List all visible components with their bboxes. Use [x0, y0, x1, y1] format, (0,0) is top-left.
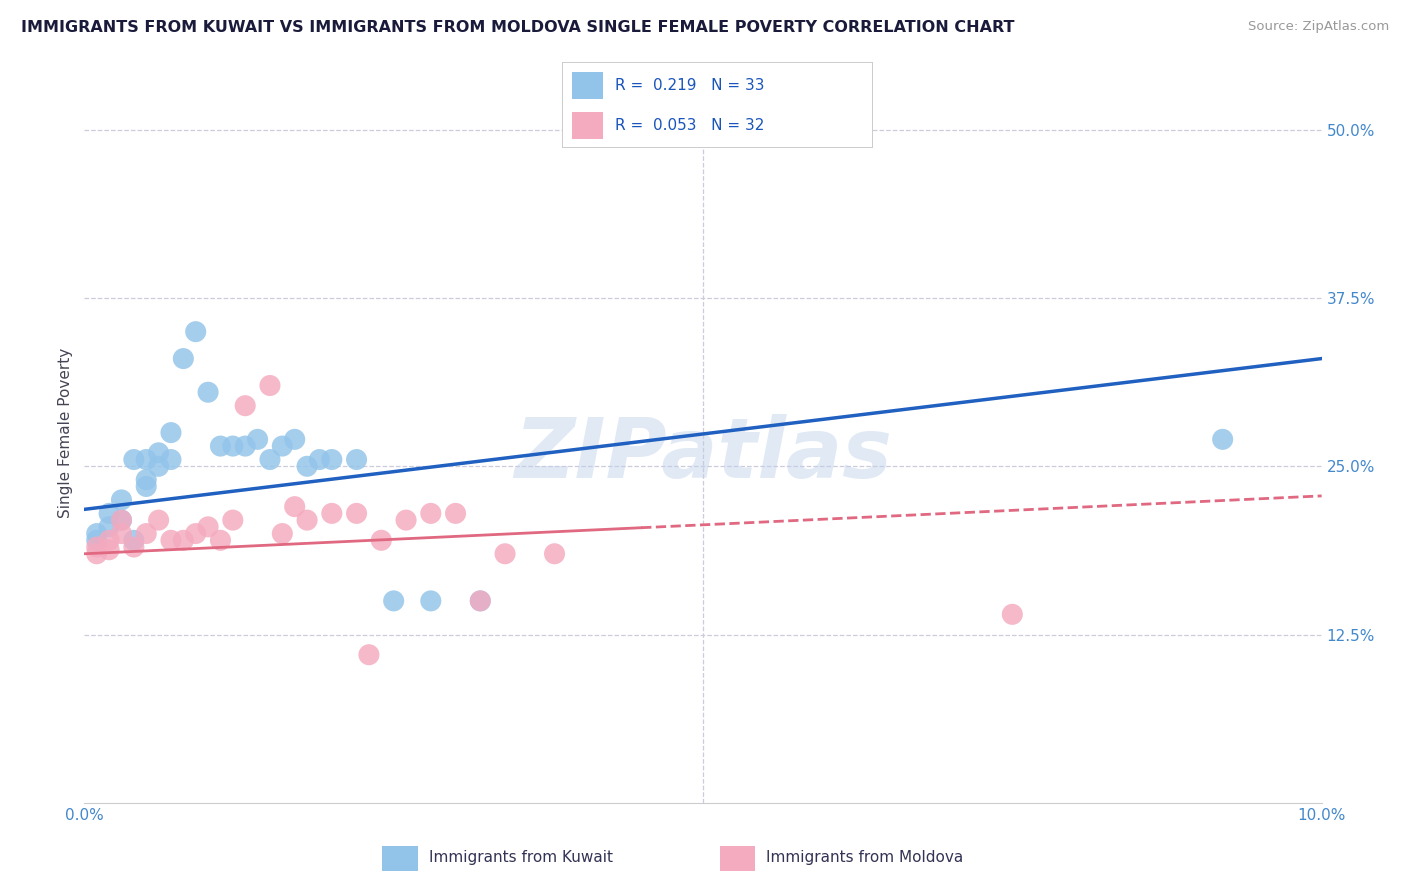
Point	[370, 533, 392, 548]
Point	[135, 526, 157, 541]
Point	[148, 459, 170, 474]
Point	[308, 452, 330, 467]
Point	[444, 507, 467, 521]
Bar	[572, 112, 603, 139]
Point	[233, 439, 256, 453]
Point	[419, 507, 441, 521]
Point	[259, 378, 281, 392]
Point	[110, 492, 132, 507]
Point	[135, 473, 157, 487]
Point	[284, 500, 307, 514]
Point	[1212, 433, 1234, 447]
Point	[543, 547, 565, 561]
Point	[135, 452, 157, 467]
Point	[86, 547, 108, 561]
Point	[86, 526, 108, 541]
Point	[470, 594, 492, 608]
Point	[357, 648, 380, 662]
Point	[122, 452, 145, 467]
Point	[135, 479, 157, 493]
Point	[184, 526, 207, 541]
Point	[172, 533, 194, 548]
Point	[98, 533, 121, 548]
Point	[246, 433, 269, 447]
Point	[271, 439, 294, 453]
Point	[321, 452, 343, 467]
Point	[419, 594, 441, 608]
Point	[172, 351, 194, 366]
Bar	[382, 847, 418, 871]
Point	[295, 513, 318, 527]
Point	[209, 533, 232, 548]
Point	[470, 594, 492, 608]
Point	[382, 594, 405, 608]
Point	[122, 540, 145, 554]
Point	[209, 439, 232, 453]
Point	[346, 507, 368, 521]
Point	[86, 533, 108, 548]
Text: Immigrants from Moldova: Immigrants from Moldova	[766, 850, 963, 864]
Point	[494, 547, 516, 561]
Text: Immigrants from Kuwait: Immigrants from Kuwait	[429, 850, 613, 864]
Point	[346, 452, 368, 467]
Point	[259, 452, 281, 467]
Point	[86, 540, 108, 554]
Point	[1001, 607, 1024, 622]
Bar	[572, 71, 603, 99]
Point	[222, 513, 245, 527]
Point	[197, 520, 219, 534]
Text: R =  0.053   N = 32: R = 0.053 N = 32	[614, 118, 765, 133]
Point	[197, 385, 219, 400]
Point	[160, 452, 183, 467]
Point	[98, 520, 121, 534]
Point	[295, 459, 318, 474]
Text: Source: ZipAtlas.com: Source: ZipAtlas.com	[1249, 20, 1389, 33]
Point	[284, 433, 307, 447]
Point	[98, 507, 121, 521]
Point	[184, 325, 207, 339]
Point	[148, 446, 170, 460]
Point	[160, 425, 183, 440]
Text: IMMIGRANTS FROM KUWAIT VS IMMIGRANTS FROM MOLDOVA SINGLE FEMALE POVERTY CORRELAT: IMMIGRANTS FROM KUWAIT VS IMMIGRANTS FRO…	[21, 20, 1015, 35]
Point	[110, 513, 132, 527]
Point	[160, 533, 183, 548]
Point	[110, 513, 132, 527]
Point	[321, 507, 343, 521]
Text: ZIPatlas: ZIPatlas	[515, 414, 891, 495]
Bar	[720, 847, 755, 871]
Point	[110, 526, 132, 541]
Point	[395, 513, 418, 527]
Point	[271, 526, 294, 541]
Point	[122, 533, 145, 548]
Point	[233, 399, 256, 413]
Point	[222, 439, 245, 453]
Point	[98, 542, 121, 557]
Text: R =  0.219   N = 33: R = 0.219 N = 33	[614, 78, 765, 93]
Point	[148, 513, 170, 527]
Y-axis label: Single Female Poverty: Single Female Poverty	[58, 348, 73, 517]
